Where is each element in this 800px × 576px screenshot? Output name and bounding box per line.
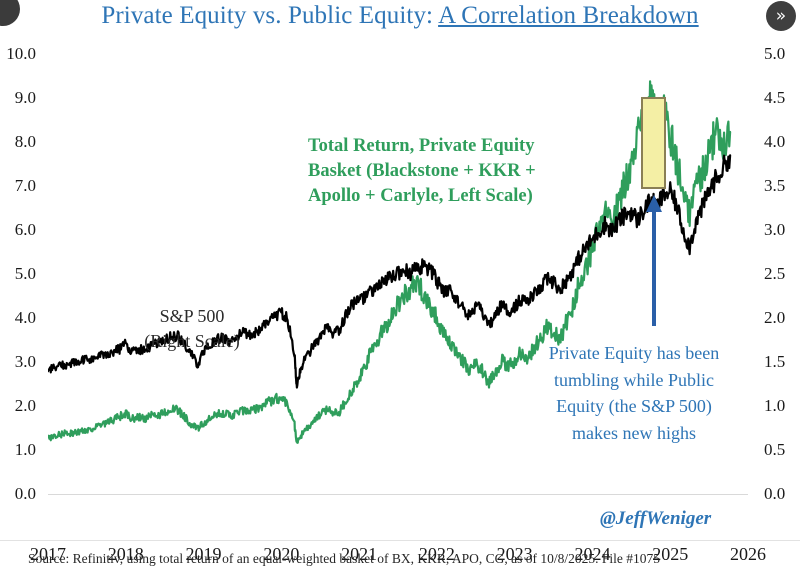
x-tick-2022: 2022 (418, 544, 455, 564)
annotation-callout: Private Equity has been tumbling while P… (548, 343, 720, 443)
x-tick-2024: 2024 (574, 544, 611, 564)
forward-chevron-icon[interactable]: » (766, 1, 796, 31)
annotation-sp500: S&P 500 (Right Scale) (144, 306, 240, 351)
y-tick-left-10.0: 10.0 (6, 44, 36, 63)
top-left-circle-badge (0, 0, 20, 26)
y-tick-left-9.0: 9.0 (14, 88, 36, 107)
callout-arrow-icon (645, 195, 662, 327)
page-title-underlined: A Correlation Breakdown (438, 2, 699, 29)
source-note: Source: Refinitiv, using total return of… (28, 551, 661, 566)
x-tick-2026: 2026 (730, 544, 766, 564)
chart-area: 0.0 1.0 2.0 3.0 4.0 5.0 6.0 7.0 8.0 9.0 10.0 0.0 0.… (0, 38, 800, 564)
y-tick-right-0.5: 0.5 (764, 440, 786, 459)
footer-divider (0, 540, 800, 541)
x-tick-2019: 2019 (185, 544, 222, 564)
x-tick-2017: 2017 (30, 544, 66, 564)
line-sp500 (48, 154, 732, 389)
y-tick-right-3.5: 3.5 (764, 176, 786, 195)
y-tick-right-4.0: 4.0 (764, 132, 786, 151)
y-tick-right-1.5: 1.5 (764, 352, 786, 371)
y-tick-left-4.0: 4.0 (14, 308, 36, 327)
series-lines (48, 80, 732, 444)
x-tick-2021: 2021 (341, 544, 378, 564)
y-tick-left-5.0: 5.0 (14, 264, 36, 283)
x-tick-2025: 2025 (652, 544, 689, 564)
author-watermark: @JeffWeniger (600, 508, 712, 529)
y-tick-right-3.0: 3.0 (764, 220, 786, 239)
y-tick-left-2.0: 2.0 (14, 396, 36, 415)
y-tick-left-7.0: 7.0 (14, 176, 36, 195)
x-tick-2018: 2018 (107, 544, 144, 564)
y-tick-right-5.0: 5.0 (764, 44, 786, 63)
y-tick-right-2.0: 2.0 (764, 308, 786, 327)
y-tick-left-0.0: 0.0 (14, 484, 36, 503)
highlight-region-box (640, 96, 667, 190)
y-tick-right-4.5: 4.5 (764, 88, 786, 107)
y-tick-left-3.0: 3.0 (14, 352, 36, 371)
y-tick-right-0.0: 0.0 (764, 484, 786, 503)
y-tick-left-8.0: 8.0 (14, 132, 36, 151)
y-tick-right-2.5: 2.5 (764, 264, 786, 283)
annotation-private-equity: Total Return, Private Equity Basket (Bla… (308, 136, 536, 206)
x-tick-2020: 2020 (263, 544, 300, 564)
line-private-equity (48, 80, 732, 444)
page-title: Private Equity vs. Public Equity: A Corr… (0, 2, 800, 30)
plot-canvas (48, 55, 748, 495)
x-tick-2023: 2023 (496, 544, 533, 564)
y-tick-left-6.0: 6.0 (14, 220, 36, 239)
page-title-main: Private Equity vs. Public Equity: (101, 2, 439, 29)
y-tick-right-1.0: 1.0 (764, 396, 786, 415)
y-tick-left-1.0: 1.0 (14, 440, 36, 459)
axis-baseline (48, 494, 748, 495)
